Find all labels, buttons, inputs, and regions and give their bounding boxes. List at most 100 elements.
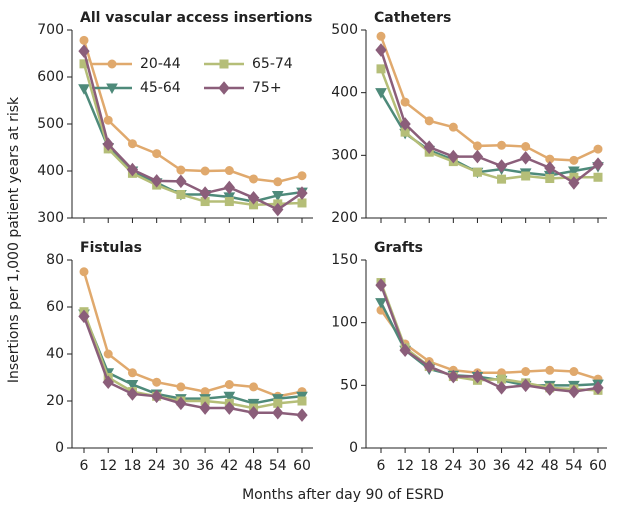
marker [78,44,90,58]
marker [472,167,482,177]
marker [297,396,307,406]
marker [127,139,137,149]
y-tick-label: 40 [46,346,64,362]
marker [224,380,234,390]
x-tick-label: 36 [493,458,511,474]
y-tick-label: 300 [331,147,358,163]
marker [127,368,137,378]
series-line [379,68,598,181]
marker [247,405,260,420]
marker [521,171,531,181]
marker [79,267,89,277]
marker [103,115,113,125]
marker [497,174,507,184]
x-tick-label: 48 [541,458,559,474]
x-tick-label: 48 [245,458,263,474]
marker [219,59,229,69]
y-tick-label: 0 [349,440,358,456]
marker [224,166,234,176]
marker [297,171,307,181]
marker [544,161,556,175]
y-axis-label: Insertions per 1,000 patient years at ri… [6,96,22,383]
marker [107,59,117,69]
y-tick-label: 500 [331,22,358,38]
series-line [82,39,303,184]
marker [593,144,603,154]
marker [200,166,210,176]
y-tick-label: 400 [331,85,358,101]
marker [569,155,579,165]
marker [521,367,531,377]
marker [126,387,139,401]
y-tick-label: 50 [340,377,358,393]
marker [126,380,139,391]
legend-label: 65-74 [252,56,293,72]
marker [272,405,284,420]
marker [472,141,482,151]
marker [471,369,484,384]
x-tick-label: 54 [565,458,583,474]
legend-label: 20-44 [140,56,181,72]
marker [106,83,118,95]
marker [375,278,387,292]
series-line [82,315,303,417]
marker [592,157,604,171]
marker [520,378,532,393]
marker [249,174,259,184]
marker [199,186,211,200]
marker [152,149,162,159]
marker [400,97,410,107]
marker [544,382,556,396]
x-tick-label: 60 [589,458,607,474]
y-tick-label: 150 [331,252,358,268]
y-tick-label: 80 [46,252,64,268]
x-tick-label: 6 [377,458,386,474]
marker [296,186,308,200]
marker [399,117,411,131]
x-tick-label: 24 [148,458,166,474]
marker [296,408,308,422]
panel-title: Fistulas [80,240,142,256]
series-line [379,92,599,177]
marker [376,31,386,41]
legend-label: 45-64 [140,80,181,96]
marker [569,367,579,377]
x-tick-label: 12 [396,458,414,474]
marker [273,177,283,187]
marker [223,401,235,415]
y-tick-label: 500 [37,116,64,132]
marker [520,151,532,165]
x-tick-label: 24 [444,458,462,474]
y-tick-label: 0 [55,440,64,456]
marker [545,174,555,184]
x-tick-label: 42 [517,458,535,474]
marker [471,149,484,164]
x-tick-label: 18 [124,458,142,474]
marker [592,381,604,395]
series-line [82,50,303,211]
x-tick-label: 30 [469,458,487,474]
series-line [379,282,599,392]
marker [102,137,114,151]
marker [568,166,580,178]
y-tick-label: 600 [37,69,64,85]
marker [376,64,386,74]
marker [399,343,411,358]
marker [375,43,387,57]
marker [297,198,307,208]
marker [151,174,163,188]
y-tick-label: 400 [37,163,64,179]
y-tick-label: 60 [46,299,64,315]
marker [224,197,234,207]
marker [176,165,186,175]
y-tick-label: 100 [331,315,358,331]
marker [223,180,235,195]
marker [375,298,387,309]
series-line [82,271,303,398]
marker [423,140,435,154]
y-tick-label: 700 [37,22,64,38]
marker [78,309,90,324]
marker [423,359,435,374]
x-tick-label: 60 [293,458,311,474]
